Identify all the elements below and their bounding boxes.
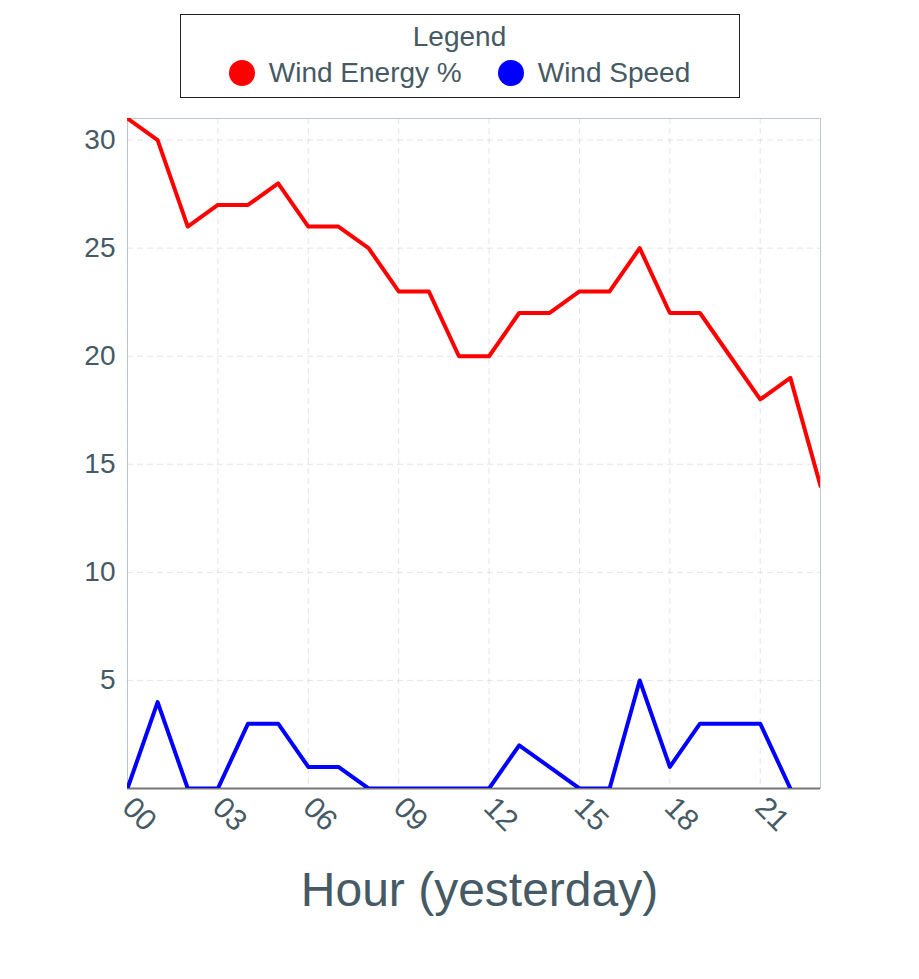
svg-text:20: 20 <box>84 340 115 371</box>
svg-text:00: 00 <box>116 790 163 837</box>
svg-text:25: 25 <box>84 232 115 263</box>
svg-text:15: 15 <box>568 790 615 837</box>
svg-text:10: 10 <box>84 556 115 587</box>
svg-text:09: 09 <box>388 790 435 837</box>
svg-text:30: 30 <box>84 124 115 155</box>
svg-text:03: 03 <box>207 790 254 837</box>
svg-text:21: 21 <box>749 790 796 837</box>
svg-text:5: 5 <box>100 664 116 695</box>
svg-text:06: 06 <box>297 790 344 837</box>
svg-text:18: 18 <box>659 790 706 837</box>
svg-text:15: 15 <box>84 448 115 479</box>
svg-text:12: 12 <box>478 790 525 837</box>
html-text:Hour (yesterday): Hour (yesterday) <box>300 863 659 916</box>
html-text:Wind Speed: Wind Speed <box>537 57 691 88</box>
html-text:Wind Energy %: Wind Energy % <box>268 57 462 88</box>
html-text:Legend: Legend <box>412 21 507 52</box>
